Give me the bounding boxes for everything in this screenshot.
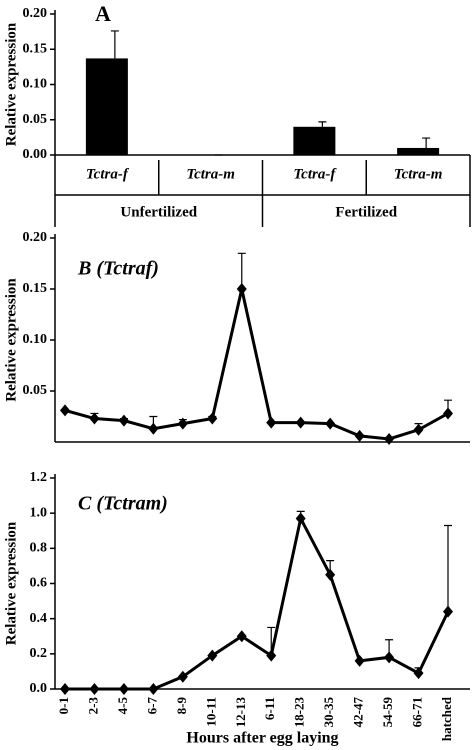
category-label: Tctra-m bbox=[186, 166, 235, 182]
marker bbox=[60, 683, 70, 695]
y-axis-label: Relative expression bbox=[3, 521, 19, 645]
x-tick-label: 0-1 bbox=[56, 697, 71, 714]
y-tick-label: 0.05 bbox=[23, 383, 48, 398]
y-tick-label: 0.20 bbox=[23, 230, 48, 245]
x-tick-label: 6-11 bbox=[262, 697, 277, 720]
group-label: Unfertilized bbox=[120, 204, 197, 220]
x-tick-label: 8-9 bbox=[174, 697, 189, 715]
marker bbox=[443, 605, 453, 618]
marker bbox=[89, 412, 100, 425]
y-tick-label: 0.6 bbox=[30, 576, 48, 591]
y-tick-label: 1.2 bbox=[30, 470, 48, 485]
y-axis-label: Relative expression bbox=[3, 22, 19, 146]
marker bbox=[295, 416, 306, 429]
line bbox=[65, 514, 450, 691]
panel-title: B (Tctraf) bbox=[77, 258, 159, 280]
marker bbox=[443, 407, 453, 420]
marker bbox=[118, 683, 129, 695]
marker bbox=[295, 512, 306, 525]
y-tick-label: 0.05 bbox=[23, 112, 48, 127]
marker bbox=[266, 649, 277, 662]
x-tick-label: 2-3 bbox=[85, 697, 100, 715]
y-tick-label: 0.2 bbox=[30, 646, 48, 661]
error-bar bbox=[422, 137, 431, 148]
panel-title: C (Tctram) bbox=[78, 493, 168, 515]
y-tick-label: 0.4 bbox=[30, 611, 48, 626]
marker bbox=[118, 414, 129, 427]
marker bbox=[325, 417, 336, 430]
marker bbox=[413, 423, 424, 436]
x-tick-label: 4-5 bbox=[115, 697, 130, 715]
marker bbox=[148, 683, 159, 695]
y-tick-label: 0.15 bbox=[23, 41, 48, 56]
marker bbox=[354, 429, 365, 442]
x-tick-label: 54-59 bbox=[380, 697, 395, 728]
y-tick-label: 0.10 bbox=[23, 77, 48, 92]
y-tick-label: 1.0 bbox=[30, 505, 48, 520]
marker bbox=[325, 568, 336, 581]
category-label: Tctra-m bbox=[394, 166, 443, 182]
panel-title: A bbox=[95, 1, 111, 26]
x-tick-label: 6-7 bbox=[144, 697, 159, 715]
y-axis-label: Relative expression bbox=[3, 278, 19, 402]
x-tick-label: 30-35 bbox=[321, 697, 336, 728]
marker bbox=[236, 630, 247, 643]
category-label: Tctra-f bbox=[293, 166, 337, 182]
error-bar bbox=[444, 524, 452, 612]
y-tick-label: 0.20 bbox=[23, 6, 48, 21]
marker bbox=[207, 649, 218, 662]
bar bbox=[85, 58, 128, 155]
marker bbox=[177, 670, 188, 683]
marker bbox=[148, 422, 159, 435]
line bbox=[64, 288, 449, 441]
y-tick-label: 0.8 bbox=[30, 541, 48, 556]
group-label: Fertilized bbox=[335, 204, 397, 220]
marker bbox=[236, 283, 247, 295]
x-axis-label: Hours after egg laying bbox=[186, 730, 338, 747]
marker bbox=[60, 404, 70, 417]
marker bbox=[207, 412, 218, 425]
x-tick-label: 66-71 bbox=[410, 697, 425, 727]
marker bbox=[177, 417, 188, 430]
x-tick-label: 42-47 bbox=[351, 697, 366, 728]
y-tick-label: 0.0 bbox=[30, 681, 48, 696]
marker bbox=[89, 683, 100, 695]
x-tick-label: 12-13 bbox=[233, 697, 248, 728]
error-bar bbox=[318, 121, 327, 127]
x-tick-label: 10-11 bbox=[203, 697, 218, 727]
error-bar bbox=[110, 30, 119, 59]
bar bbox=[293, 126, 336, 155]
y-tick-label: 0.15 bbox=[23, 281, 48, 296]
bar bbox=[397, 147, 440, 155]
marker bbox=[384, 651, 395, 664]
category-label: Tctra-f bbox=[86, 166, 130, 182]
x-tick-label: hatched bbox=[439, 696, 454, 741]
marker bbox=[266, 416, 277, 429]
y-tick-label: 0.00 bbox=[23, 147, 48, 162]
x-tick-label: 18-23 bbox=[292, 697, 307, 728]
marker bbox=[413, 667, 424, 680]
marker bbox=[354, 654, 365, 667]
y-tick-label: 0.10 bbox=[23, 332, 48, 347]
marker bbox=[384, 432, 395, 445]
